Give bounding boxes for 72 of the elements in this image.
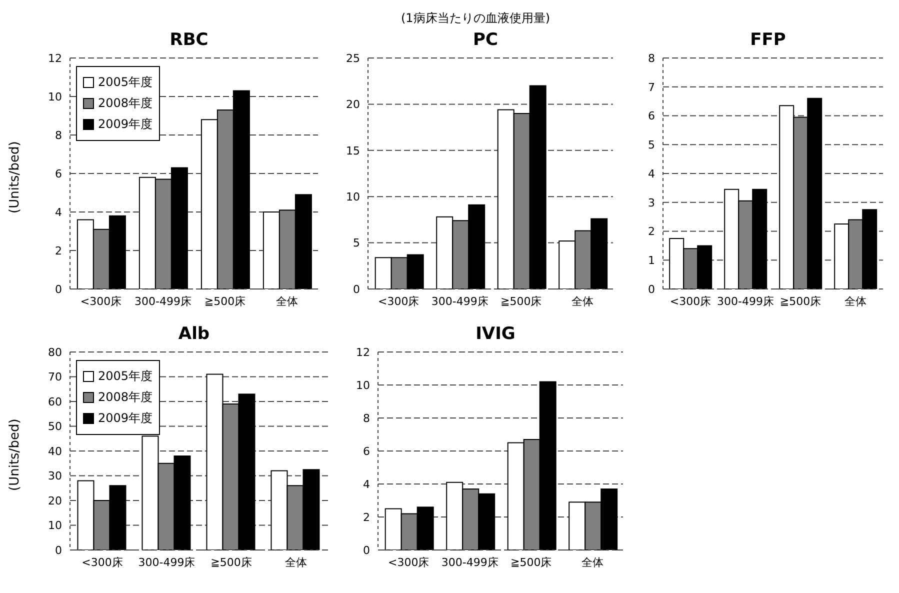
x-tick-label: <300床 [388,556,430,569]
y-tick-label: 2 [55,244,62,258]
x-tick-label: 全体 [581,556,604,569]
y-tick-label: 7 [648,80,655,94]
y-tick-label: 6 [648,110,655,123]
y-tick-label: 8 [363,412,370,425]
legend-label: 2005年度 [98,74,153,91]
x-tick-label: 300-499床 [431,294,488,308]
x-tick-label: <300床 [670,294,712,308]
chart-title: RBC [168,30,210,52]
y-tick-label: 10 [356,378,370,392]
y-tick-label: 8 [55,128,62,142]
y-tick-label: 2 [363,510,370,524]
y-tick-label: 25 [346,52,360,65]
x-tick-label: <300床 [82,556,123,569]
x-tick-label: <300床 [80,294,122,308]
x-tick-label: <300床 [378,294,420,308]
x-tick-label: ≧500床 [510,556,552,569]
y-axis-title: (Units/bed) [8,141,23,214]
y-tick-label: 3 [648,196,655,210]
y-tick-label: 60 [48,395,62,408]
y-tick-label: 12 [48,52,62,65]
x-tick-label: 300-499床 [717,294,774,308]
x-tick-label: ≧500床 [500,294,542,308]
legend-label: 2005年度 [98,368,153,385]
y-tick-label: 4 [648,167,655,180]
y-tick-label: 10 [48,519,62,532]
x-tick-label: ≧500床 [204,294,246,308]
legend-label: 2009年度 [98,116,153,133]
y-tick-label: 40 [48,444,62,458]
chart-subtitle: (1病床当たりの血液使用量) [401,11,550,25]
y-tick-label: 20 [48,494,62,508]
y-tick-label: 80 [48,346,62,359]
chart-title: FFP [749,30,787,52]
y-tick-label: 8 [648,52,655,65]
y-tick-label: 4 [363,478,370,491]
x-tick-label: ≧500床 [210,556,252,569]
y-tick-label: 1 [648,254,655,268]
y-axis-title: (Units/bed) [8,418,23,491]
chart-title: PC [472,30,499,52]
legend-label: 2008年度 [98,95,153,112]
y-tick-label: 50 [48,420,62,434]
y-tick-label: 5 [353,236,360,250]
y-tick-label: 0 [353,282,360,296]
legend-label: 2008年度 [98,389,153,406]
x-tick-label: ≧500床 [780,294,822,308]
y-tick-label: 6 [55,167,62,180]
y-tick-label: 30 [48,470,62,483]
y-tick-label: 15 [346,144,360,158]
y-tick-label: 70 [48,370,62,384]
y-tick-label: 10 [346,190,360,204]
x-tick-label: 300-499床 [134,294,192,308]
y-tick-label: 0 [648,282,655,296]
chart-title: IVIG [474,324,516,346]
x-tick-label: 全体 [844,294,866,308]
x-tick-label: 300-499床 [138,556,196,569]
x-tick-label: 全体 [276,294,298,308]
x-tick-label: 300-499床 [441,556,498,569]
y-tick-label: 20 [346,98,360,112]
y-tick-label: 0 [363,544,370,557]
y-tick-label: 0 [55,282,62,296]
x-tick-label: 全体 [284,556,307,569]
y-tick-label: 5 [648,138,655,152]
y-tick-label: 0 [55,544,62,557]
y-tick-label: 10 [48,90,62,104]
y-tick-label: 2 [648,225,655,238]
y-tick-label: 4 [55,206,62,219]
x-tick-label: 全体 [571,294,594,308]
y-tick-label: 6 [363,444,370,458]
legend-label: 2009年度 [98,410,153,427]
y-tick-label: 12 [356,346,370,359]
chart-title: Alb [177,324,211,346]
